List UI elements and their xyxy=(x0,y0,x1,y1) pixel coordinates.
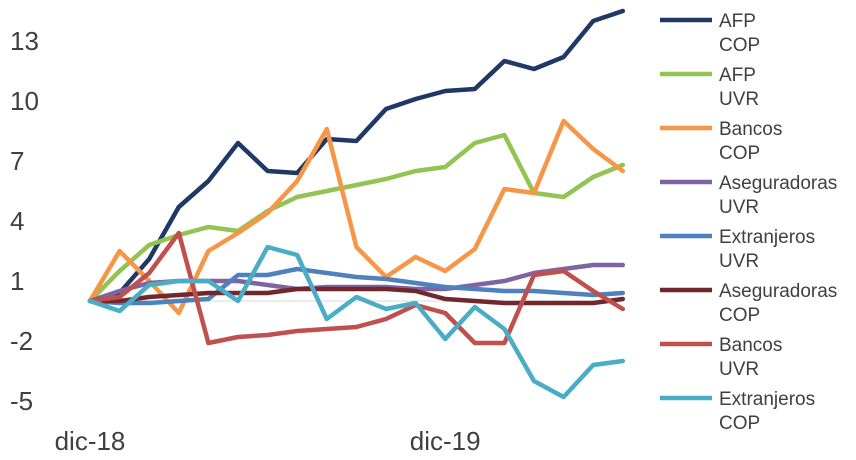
y-tick-label: 7 xyxy=(10,146,24,176)
series-line-afp-cop xyxy=(87,8,626,304)
legend-entry-line: COP xyxy=(719,413,760,434)
legend-entry: Aseguradoras UVR xyxy=(719,173,837,218)
legend-entry: Aseguradoras COP xyxy=(719,281,837,326)
legend-entry-line: Aseguradoras xyxy=(719,281,837,302)
legend-entry: Extranjeros UVR xyxy=(719,227,815,272)
legend-entry: AFP UVR xyxy=(719,65,759,110)
legend-entry: Bancos COP xyxy=(719,119,782,164)
legend-entry-line: COP xyxy=(719,143,760,164)
legend-entry-line: COP xyxy=(719,35,760,56)
y-tick-label: 1 xyxy=(10,266,24,296)
legend-entry-line: Bancos xyxy=(719,119,782,140)
series-line-bancos-uvr xyxy=(87,230,626,346)
legend-entry-line: Extranjeros xyxy=(719,389,815,410)
legend-entry-line: UVR xyxy=(719,251,759,272)
x-tick-label: dic-18 xyxy=(55,426,126,455)
legend-entry: Bancos UVR xyxy=(719,335,782,380)
legend-entry-line: Bancos xyxy=(719,335,782,356)
legend-entry-line: AFP xyxy=(719,65,756,86)
series-line-aseguradoras-cop xyxy=(87,286,626,306)
y-tick-label: 4 xyxy=(10,206,24,236)
y-tick-label: -2 xyxy=(10,326,33,356)
x-tick-label: dic-19 xyxy=(410,426,481,455)
legend-entry-line: Aseguradoras xyxy=(719,173,837,194)
legend-entry-line: UVR xyxy=(719,359,759,380)
legend-entry-line: AFP xyxy=(719,11,756,32)
y-tick-label: 10 xyxy=(10,86,39,116)
series-line-bancos-cop xyxy=(87,118,626,316)
legend-entry: Extranjeros COP xyxy=(719,389,815,434)
legend-entry: AFP COP xyxy=(719,11,760,56)
legend-entry-line: UVR xyxy=(719,197,759,218)
y-tick-label: -5 xyxy=(10,386,33,416)
legend-entry-line: Extranjeros xyxy=(719,227,815,248)
series-line-extranjeros-uvr xyxy=(87,266,626,306)
legend-entry-line: COP xyxy=(719,305,760,326)
series-line-extranjeros-cop xyxy=(87,244,626,400)
y-tick-label: 13 xyxy=(10,26,39,56)
legend-entry-line: UVR xyxy=(719,89,759,110)
